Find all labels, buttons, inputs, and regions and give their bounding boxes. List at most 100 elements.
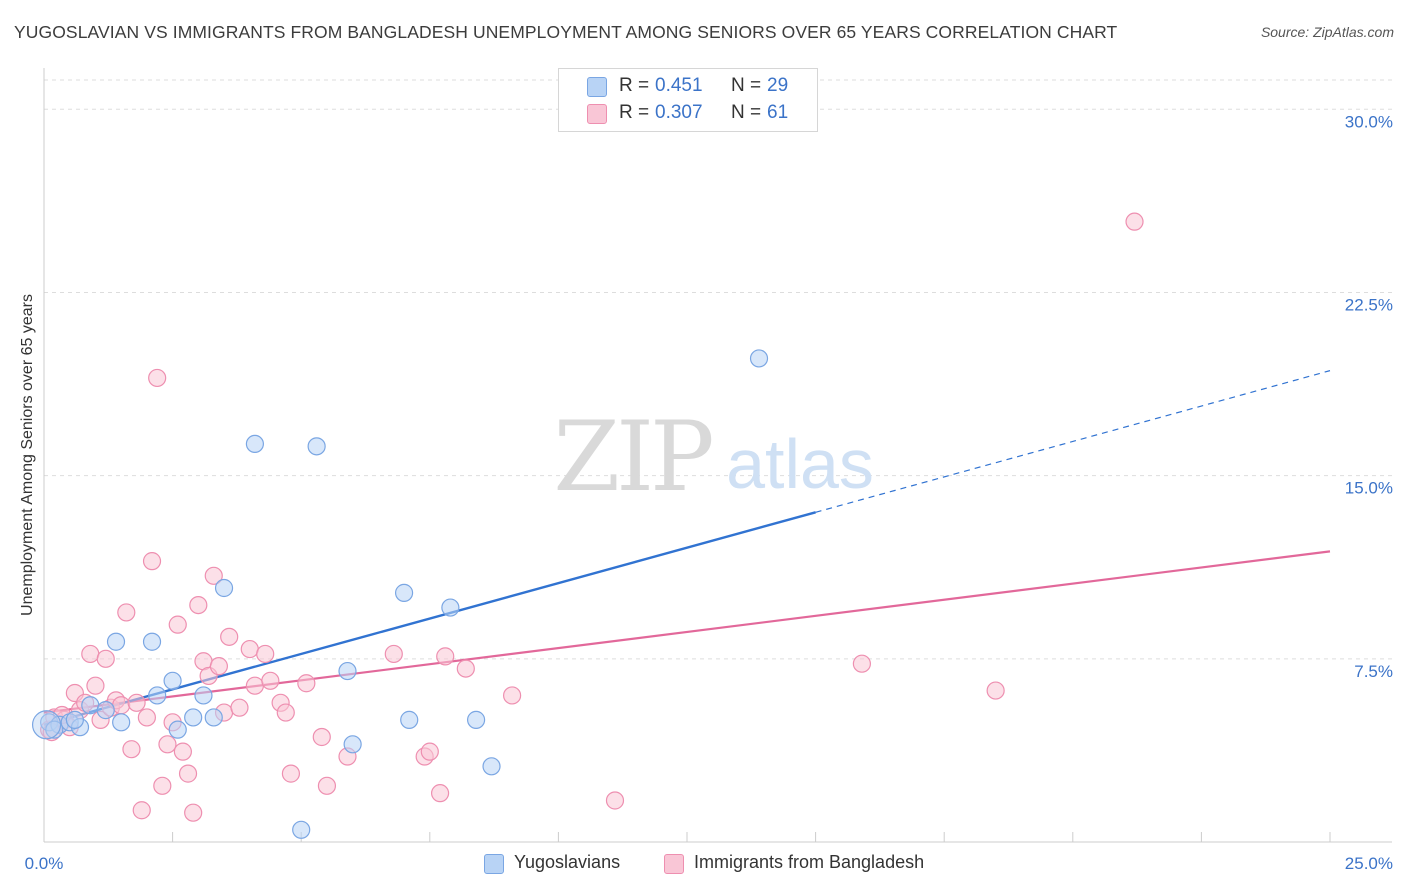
y-tick-label: 30.0%	[1345, 112, 1393, 131]
legend-label: Immigrants from Bangladesh	[694, 852, 925, 872]
point-bangladesh	[209, 657, 228, 676]
point-yugoslavians	[400, 710, 419, 729]
legend-label: Yugoslavians	[514, 852, 621, 872]
point-yugoslavians	[45, 720, 64, 739]
point-yugoslavians	[482, 757, 501, 776]
point-yugoslavians	[441, 598, 460, 617]
point-bangladesh	[240, 639, 259, 659]
point-bangladesh	[276, 703, 295, 722]
trend-line-bangladesh	[43, 550, 1331, 714]
legend-swatch-blue	[484, 854, 504, 874]
point-bangladesh	[317, 776, 337, 795]
point-yugoslavians	[65, 710, 84, 729]
point-bangladesh	[1125, 212, 1144, 231]
point-bangladesh	[261, 671, 280, 690]
point-yugoslavians	[466, 710, 486, 729]
point-bangladesh	[430, 784, 450, 803]
x-tick-label: 0.0%	[25, 854, 64, 873]
point-bangladesh	[158, 735, 177, 754]
watermark: ZIP atlas	[553, 401, 874, 513]
point-bangladesh	[204, 566, 223, 585]
point-yugoslavians	[194, 686, 213, 705]
point-yugoslavians	[749, 349, 769, 368]
point-bangladesh	[384, 644, 403, 664]
r-value: 0.307	[655, 102, 703, 123]
point-bangladesh	[189, 595, 208, 615]
y-tick-label: 7.5%	[1354, 662, 1393, 681]
legend-swatch-pink	[664, 854, 684, 874]
point-bangladesh	[605, 791, 625, 810]
n-value: 29	[767, 75, 789, 96]
point-bangladesh	[281, 764, 301, 783]
point-bangladesh	[96, 649, 115, 668]
n-label: N =	[731, 75, 762, 96]
point-bangladesh	[173, 742, 192, 761]
point-yugoslavians	[338, 661, 357, 681]
x-tick-label: 25.0%	[1345, 854, 1393, 873]
point-bangladesh	[148, 368, 167, 388]
point-yugoslavians	[204, 708, 223, 727]
point-yugoslavians	[292, 820, 311, 839]
point-yugoslavians	[394, 583, 414, 602]
r-value: 0.451	[655, 75, 703, 96]
chart-title: YUGOSLAVIAN VS IMMIGRANTS FROM BANGLADES…	[14, 22, 1118, 42]
point-yugoslavians	[245, 434, 265, 454]
point-bangladesh	[436, 647, 455, 666]
tick-labels: 7.5% 15.0% 22.5% 30.0% 0.0% 25.0%	[25, 112, 1393, 873]
y-tick-label: 22.5%	[1345, 295, 1393, 314]
n-label: N =	[731, 102, 762, 123]
legend-swatch-pink	[587, 104, 607, 124]
point-bangladesh	[112, 696, 131, 715]
point-bangladesh	[168, 615, 187, 634]
n-value: 61	[767, 102, 789, 123]
point-bangladesh	[420, 742, 439, 761]
point-bangladesh	[312, 727, 331, 747]
point-yugoslavians	[214, 578, 234, 598]
point-bangladesh	[503, 686, 522, 705]
point-yugoslavians	[148, 686, 167, 705]
point-bangladesh	[137, 708, 156, 727]
point-yugoslavians	[184, 708, 203, 727]
point-bangladesh	[986, 681, 1005, 700]
watermark-atlas: atlas	[726, 425, 874, 503]
point-yugoslavians	[307, 437, 326, 456]
stats-legend: R = 0.451 N = 29 R = 0.307 N = 61	[558, 68, 818, 132]
point-bangladesh	[86, 676, 105, 695]
point-yugoslavians	[81, 696, 100, 715]
point-bangladesh	[142, 552, 162, 571]
point-cluster	[31, 710, 62, 740]
point-bangladesh	[184, 803, 203, 822]
point-yugoslavians	[343, 735, 362, 754]
point-bangladesh	[153, 776, 172, 795]
point-yugoslavians	[163, 671, 182, 690]
point-bangladesh	[230, 698, 249, 717]
point-bangladesh	[297, 674, 316, 693]
point-yugoslavians	[168, 720, 187, 739]
axes	[43, 68, 1392, 843]
source-credit: Source: ZipAtlas.com	[1260, 24, 1394, 40]
point-bangladesh	[178, 764, 198, 783]
point-bangladesh	[245, 676, 265, 695]
r-label: R =	[619, 102, 650, 123]
point-bangladesh	[456, 659, 475, 678]
point-yugoslavians	[106, 632, 126, 651]
grid-layer	[44, 79, 1392, 660]
r-label: R =	[619, 75, 650, 96]
point-bangladesh	[852, 654, 871, 673]
point-bangladesh	[127, 693, 146, 712]
y-tick-label: 15.0%	[1345, 479, 1393, 498]
point-yugoslavians	[96, 701, 115, 720]
watermark-zip: ZIP	[553, 401, 712, 513]
point-yugoslavians	[142, 632, 162, 651]
point-yugoslavians	[112, 713, 131, 732]
data-points	[31, 212, 1144, 839]
point-bangladesh	[256, 644, 275, 664]
point-bangladesh	[122, 740, 141, 759]
point-bangladesh	[220, 627, 239, 646]
point-bangladesh	[81, 644, 100, 664]
trend-line-yugoslavians-projection	[815, 370, 1331, 513]
legend-swatch-blue	[587, 77, 607, 97]
point-bangladesh	[132, 801, 151, 820]
point-bangladesh	[117, 603, 136, 622]
